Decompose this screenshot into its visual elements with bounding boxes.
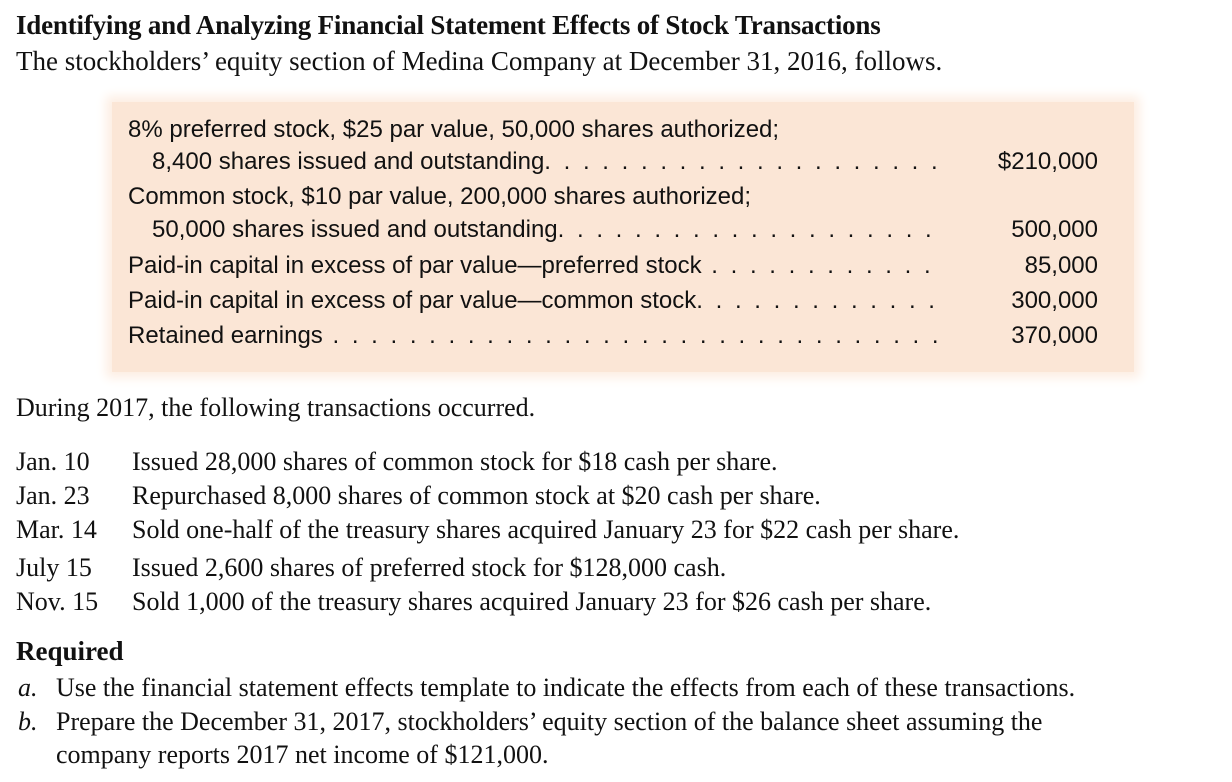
requirement-text-continued: company reports 2017 net income of $121,… <box>56 740 549 769</box>
requirement-letter: a. <box>18 673 38 702</box>
problem-title: Identifying and Analyzing Financial Stat… <box>16 10 881 40</box>
transaction-date: July 15 <box>16 553 92 582</box>
preferred-stock-line1: 8% preferred stock, $25 par value, 50,00… <box>128 116 780 143</box>
transaction-date: Jan. 10 <box>16 447 90 476</box>
common-stock-amount: 500,000 <box>1011 216 1098 243</box>
dot-leader: . . . . . . . . . . . . . . . . . . . . … <box>711 252 944 279</box>
transaction-text: Repurchased 8,000 shares of common stock… <box>132 481 821 510</box>
common-stock-line1: Common stock, $10 par value, 200,000 sha… <box>128 183 752 210</box>
transaction-date: Jan. 23 <box>16 481 90 510</box>
dot-leader: . . . . . . . . . . . . . . . . . . . . … <box>696 287 944 314</box>
transactions-intro: During 2017, the following transactions … <box>16 393 536 422</box>
apic-common-label: Paid-in capital in excess of par value—c… <box>128 287 697 314</box>
apic-common-amount: 300,000 <box>1011 287 1098 314</box>
problem-intro: The stockholders’ equity section of Medi… <box>16 46 943 76</box>
required-heading: Required <box>16 636 124 666</box>
dot-leader: . . . . . . . . . . . . . . . . . . . . … <box>544 148 944 175</box>
retained-earnings-row: Retained earnings . . . . . . . . . . . … <box>128 322 944 352</box>
preferred-stock-line2: 8,400 shares issued and outstanding <box>152 148 545 175</box>
common-stock-line2: 50,000 shares issued and outstanding <box>152 216 558 243</box>
transaction-text: Sold one-half of the treasury shares acq… <box>132 515 960 544</box>
requirement-text: Use the financial statement effects temp… <box>56 673 1076 702</box>
retained-earnings-amount: 370,000 <box>1011 322 1098 349</box>
apic-preferred-label: Paid-in capital in excess of par value—p… <box>128 252 702 279</box>
apic-preferred-amount: 85,000 <box>1024 252 1098 279</box>
transaction-text: Issued 2,600 shares of preferred stock f… <box>132 553 727 582</box>
dot-leader: . . . . . . . . . . . . . . . . . . . . … <box>557 216 944 243</box>
requirement-letter: b. <box>18 707 38 736</box>
transaction-date: Nov. 15 <box>16 587 99 616</box>
preferred-stock-row: 8,400 shares issued and outstanding. . .… <box>152 148 944 178</box>
equity-section-box <box>112 102 1134 372</box>
dot-leader: . . . . . . . . . . . . . . . . . . . . … <box>332 322 944 349</box>
apic-common-row: Paid-in capital in excess of par value—c… <box>128 287 944 317</box>
transaction-date: Mar. 14 <box>16 515 97 544</box>
preferred-stock-amount: $210,000 <box>997 148 1098 175</box>
transaction-text: Issued 28,000 shares of common stock for… <box>132 447 778 476</box>
requirement-text: Prepare the December 31, 2017, stockhold… <box>56 707 1043 736</box>
apic-preferred-row: Paid-in capital in excess of par value—p… <box>128 252 944 282</box>
common-stock-row: 50,000 shares issued and outstanding. . … <box>152 216 944 246</box>
retained-earnings-label: Retained earnings <box>128 322 323 349</box>
transaction-text: Sold 1,000 of the treasury shares acquir… <box>132 587 932 616</box>
